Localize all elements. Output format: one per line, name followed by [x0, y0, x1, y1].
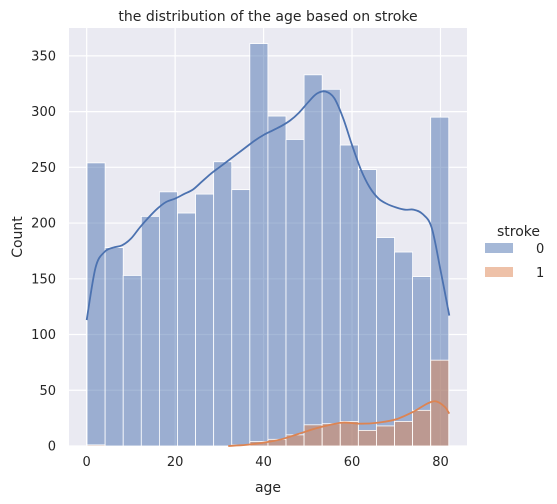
bar-series-1 [376, 426, 394, 446]
bar-series-0 [177, 213, 195, 446]
y-tick-label: 0 [48, 440, 56, 455]
bar-series-1 [358, 430, 376, 446]
x-axis-label: age [255, 480, 281, 496]
bar-series-0 [340, 145, 358, 446]
bar-series-0 [123, 275, 141, 446]
x-tick-label: 20 [167, 455, 184, 470]
bar-series-0 [105, 248, 123, 446]
y-tick-label: 250 [31, 161, 56, 176]
legend: stroke 0 1 [485, 224, 544, 281]
bar-series-0 [232, 190, 250, 446]
x-tick-labels: 0 20 40 60 80 [83, 455, 449, 470]
y-tick-label: 350 [31, 49, 56, 64]
bar-series-1 [395, 421, 413, 446]
y-axis-label: Count [10, 216, 26, 258]
bar-series-1 [340, 421, 358, 446]
x-tick-label: 0 [83, 455, 91, 470]
bar-series-0 [304, 75, 322, 446]
bar-series-0 [159, 192, 177, 446]
bar-series-1 [87, 445, 105, 446]
bar-series-1 [322, 424, 340, 446]
bar-series-0 [214, 162, 232, 446]
y-tick-labels: 0 50 100 150 200 250 300 350 [31, 49, 56, 454]
bar-series-0 [286, 139, 304, 446]
y-tick-label: 200 [31, 217, 56, 232]
bar-series-0 [196, 194, 214, 446]
y-tick-label: 50 [39, 384, 56, 399]
legend-swatch-1 [485, 267, 513, 277]
x-tick-label: 40 [255, 455, 272, 470]
y-tick-label: 150 [31, 272, 56, 287]
y-tick-label: 100 [31, 328, 56, 343]
bar-series-0 [376, 238, 394, 446]
legend-label-1: 1 [536, 266, 544, 281]
bar-series-0 [358, 170, 376, 446]
x-tick-label: 80 [432, 455, 449, 470]
legend-label-0: 0 [536, 242, 544, 257]
bar-series-0 [322, 89, 340, 446]
bar-series-0 [250, 44, 268, 446]
chart-title: the distribution of the age based on str… [118, 9, 417, 25]
legend-swatch-0 [485, 243, 513, 253]
bar-series-1 [413, 410, 431, 446]
y-tick-label: 300 [31, 105, 56, 120]
x-tick-label: 60 [344, 455, 361, 470]
bar-series-0 [268, 116, 286, 446]
legend-title: stroke [497, 224, 540, 240]
bar-series-0 [141, 216, 159, 446]
